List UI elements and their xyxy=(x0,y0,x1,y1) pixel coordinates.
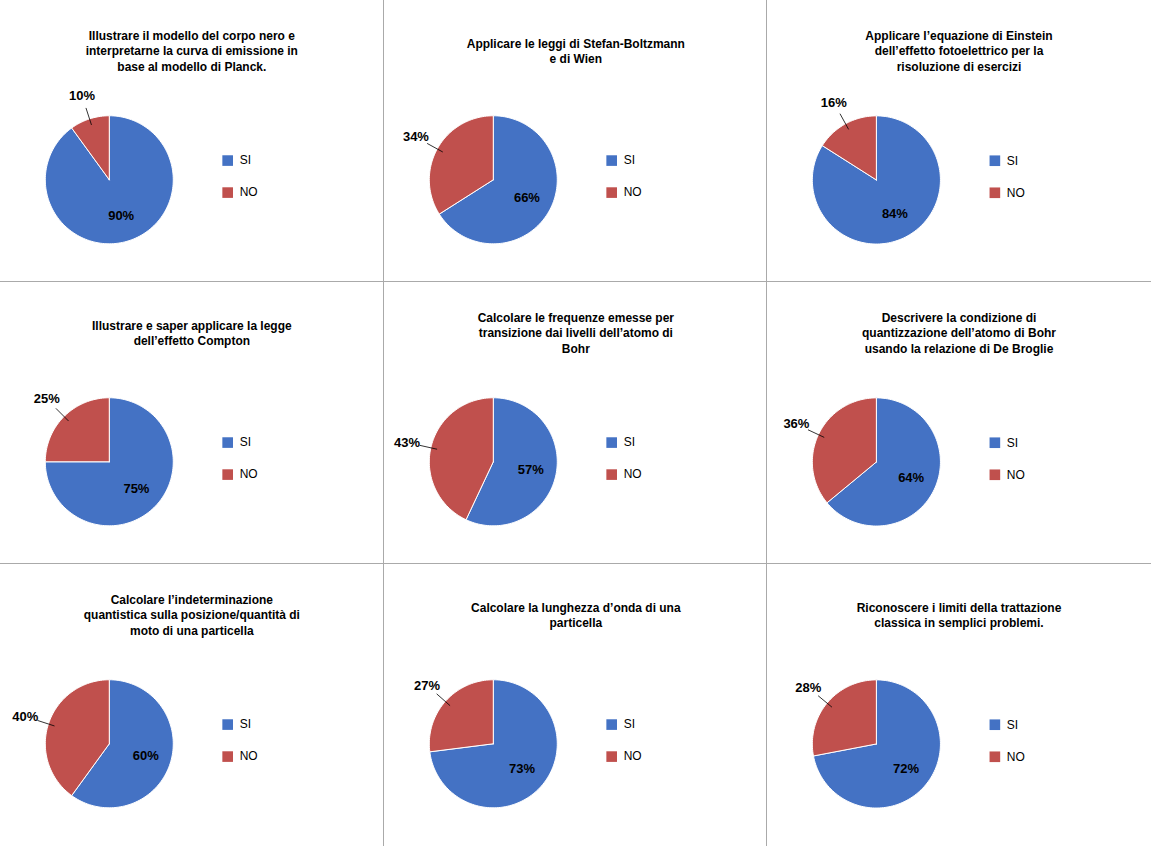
svg-text:Calcolare la lunghezza d’onda: Calcolare la lunghezza d’onda di unapart… xyxy=(471,601,681,631)
svg-text:NO: NO xyxy=(623,185,641,199)
svg-text:75%: 75% xyxy=(123,481,149,496)
svg-text:40%: 40% xyxy=(12,709,38,724)
svg-text:NO: NO xyxy=(623,749,641,763)
svg-text:27%: 27% xyxy=(414,678,440,693)
svg-text:43%: 43% xyxy=(394,435,420,450)
svg-text:16%: 16% xyxy=(821,95,847,110)
svg-text:NO: NO xyxy=(240,749,258,763)
svg-text:60%: 60% xyxy=(133,748,159,763)
svg-text:SI: SI xyxy=(240,153,251,167)
svg-text:28%: 28% xyxy=(796,680,822,695)
svg-text:NO: NO xyxy=(1007,468,1025,482)
svg-text:57%: 57% xyxy=(517,462,543,477)
svg-text:36%: 36% xyxy=(784,416,810,431)
svg-text:SI: SI xyxy=(1007,154,1018,168)
svg-text:SI: SI xyxy=(240,435,251,449)
svg-text:SI: SI xyxy=(623,153,634,167)
svg-text:NO: NO xyxy=(240,467,258,481)
svg-text:66%: 66% xyxy=(514,190,540,205)
svg-text:SI: SI xyxy=(623,717,634,731)
svg-text:SI: SI xyxy=(623,435,634,449)
svg-text:Riconoscere i limiti della tra: Riconoscere i limiti della trattazionecl… xyxy=(857,601,1062,631)
svg-text:Applicare le leggi di Stefan-B: Applicare le leggi di Stefan-Boltzmanne … xyxy=(466,37,684,67)
svg-text:NO: NO xyxy=(1007,750,1025,764)
svg-text:64%: 64% xyxy=(898,470,924,485)
svg-text:Calcolare l’indeterminazionequ: Calcolare l’indeterminazionequantistica … xyxy=(84,593,300,638)
svg-text:NO: NO xyxy=(1007,186,1025,200)
svg-text:72%: 72% xyxy=(893,761,919,776)
svg-text:73%: 73% xyxy=(509,761,535,776)
svg-text:SI: SI xyxy=(1007,436,1018,450)
svg-text:90%: 90% xyxy=(108,208,134,223)
svg-text:34%: 34% xyxy=(403,129,429,144)
svg-text:25%: 25% xyxy=(34,391,60,406)
svg-text:Descrivere la condizione diqua: Descrivere la condizione diquantizzazion… xyxy=(862,311,1056,356)
svg-text:Illustrare il modello del corp: Illustrare il modello del corpo nero ein… xyxy=(86,29,298,74)
svg-text:Calcolare le frequenze emesse: Calcolare le frequenze emesse pertransiz… xyxy=(477,311,674,356)
svg-text:SI: SI xyxy=(240,717,251,731)
svg-text:Illustrare e saper applicare l: Illustrare e saper applicare la leggedel… xyxy=(92,319,292,349)
svg-text:NO: NO xyxy=(240,185,258,199)
svg-text:84%: 84% xyxy=(882,206,908,221)
svg-text:Applicare l’equazione di Einst: Applicare l’equazione di Einsteindell’ef… xyxy=(866,29,1053,74)
svg-text:10%: 10% xyxy=(69,88,95,103)
svg-text:SI: SI xyxy=(1007,718,1018,732)
svg-text:NO: NO xyxy=(623,467,641,481)
